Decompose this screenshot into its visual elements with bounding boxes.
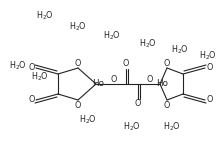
Text: H$_2$O: H$_2$O [139, 38, 157, 50]
Text: O: O [147, 74, 153, 83]
Text: O: O [123, 60, 129, 69]
Text: O: O [164, 59, 170, 68]
Text: O: O [207, 95, 213, 104]
Text: H$_2$O: H$_2$O [9, 60, 27, 72]
Text: H$_2$O: H$_2$O [79, 114, 97, 126]
Text: H$_2$O: H$_2$O [163, 121, 181, 133]
Text: Ho: Ho [156, 80, 168, 89]
Text: O: O [111, 74, 117, 83]
Text: O: O [164, 101, 170, 110]
Text: H$_2$O: H$_2$O [199, 50, 217, 62]
Text: O: O [29, 95, 35, 104]
Text: H$_2$O: H$_2$O [103, 30, 121, 42]
Text: H$_2$O: H$_2$O [31, 71, 49, 83]
Text: O: O [75, 59, 81, 68]
Text: H$_2$O: H$_2$O [36, 10, 54, 22]
Text: Ho: Ho [92, 80, 104, 89]
Text: H$_2$O: H$_2$O [69, 21, 87, 33]
Text: H$_2$O: H$_2$O [123, 121, 141, 133]
Text: H$_2$O: H$_2$O [171, 44, 189, 56]
Text: O: O [75, 101, 81, 110]
Text: O: O [135, 100, 141, 109]
Text: O: O [207, 63, 213, 72]
Text: O: O [29, 63, 35, 72]
